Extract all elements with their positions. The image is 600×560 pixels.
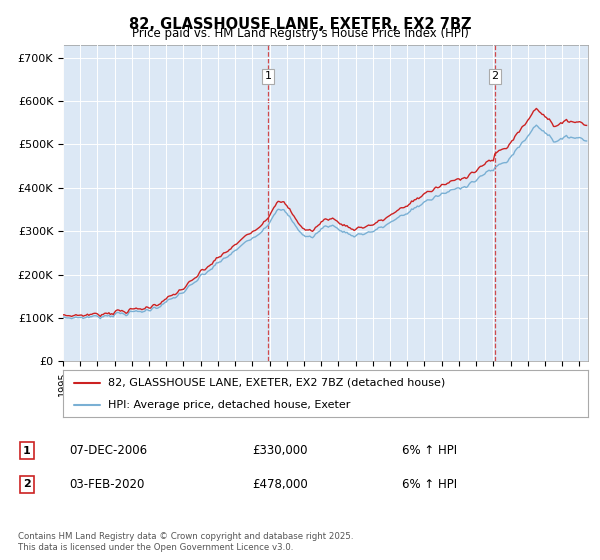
Text: 6% ↑ HPI: 6% ↑ HPI (402, 478, 457, 491)
Text: 1: 1 (23, 446, 31, 456)
Text: 82, GLASSHOUSE LANE, EXETER, EX2 7BZ: 82, GLASSHOUSE LANE, EXETER, EX2 7BZ (129, 17, 471, 32)
Text: HPI: Average price, detached house, Exeter: HPI: Average price, detached house, Exet… (107, 400, 350, 410)
Text: 1: 1 (265, 72, 272, 81)
Text: £478,000: £478,000 (252, 478, 308, 491)
Text: Contains HM Land Registry data © Crown copyright and database right 2025.
This d: Contains HM Land Registry data © Crown c… (18, 532, 353, 552)
Text: 6% ↑ HPI: 6% ↑ HPI (402, 444, 457, 458)
Text: Price paid vs. HM Land Registry's House Price Index (HPI): Price paid vs. HM Land Registry's House … (131, 27, 469, 40)
Text: £330,000: £330,000 (252, 444, 308, 458)
Text: 07-DEC-2006: 07-DEC-2006 (69, 444, 147, 458)
Text: 2: 2 (23, 479, 31, 489)
Text: 2: 2 (491, 72, 499, 81)
Text: 82, GLASSHOUSE LANE, EXETER, EX2 7BZ (detached house): 82, GLASSHOUSE LANE, EXETER, EX2 7BZ (de… (107, 378, 445, 388)
Text: 03-FEB-2020: 03-FEB-2020 (69, 478, 145, 491)
